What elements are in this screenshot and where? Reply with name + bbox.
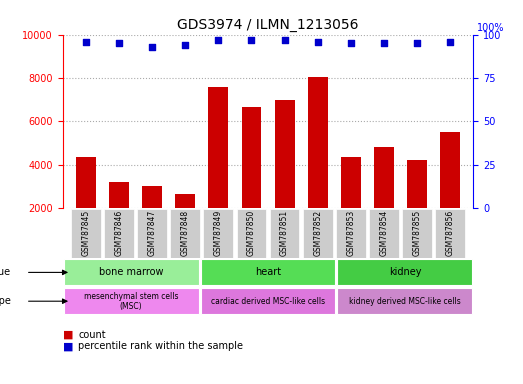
Text: mesenchymal stem cells
(MSC): mesenchymal stem cells (MSC) [84,291,178,311]
FancyBboxPatch shape [64,288,199,314]
Point [413,40,421,46]
Bar [76,157,96,208]
FancyBboxPatch shape [201,288,335,314]
Point [247,37,256,43]
Text: 100%: 100% [477,23,505,33]
FancyBboxPatch shape [64,260,199,285]
Text: kidney: kidney [389,267,421,277]
Text: GSM787853: GSM787853 [346,210,355,256]
FancyBboxPatch shape [435,209,465,258]
FancyBboxPatch shape [337,288,472,314]
Text: GSM787852: GSM787852 [313,210,322,256]
FancyBboxPatch shape [270,209,300,258]
FancyBboxPatch shape [236,209,266,258]
FancyBboxPatch shape [170,209,200,258]
Bar [109,182,129,208]
Bar [374,147,394,208]
Text: GSM787850: GSM787850 [247,210,256,256]
Bar [142,186,162,208]
Text: percentile rank within the sample: percentile rank within the sample [78,341,243,351]
Point [82,38,90,45]
Text: tissue: tissue [0,267,10,277]
Bar [242,107,262,208]
Point [115,40,123,46]
Text: cardiac derived MSC-like cells: cardiac derived MSC-like cells [211,297,325,306]
Title: GDS3974 / ILMN_1213056: GDS3974 / ILMN_1213056 [177,18,359,32]
Point [446,38,454,45]
FancyBboxPatch shape [369,209,399,258]
Text: heart: heart [255,267,281,277]
Point [280,37,289,43]
Text: GSM787849: GSM787849 [214,210,223,256]
Text: GSM787854: GSM787854 [379,210,389,256]
Bar [308,77,327,208]
FancyBboxPatch shape [303,209,333,258]
Text: GSM787846: GSM787846 [115,210,123,256]
Text: GSM787851: GSM787851 [280,210,289,256]
FancyBboxPatch shape [203,209,233,258]
Bar [209,87,229,208]
Text: GSM787847: GSM787847 [147,210,157,256]
Text: kidney derived MSC-like cells: kidney derived MSC-like cells [349,297,461,306]
Text: GSM787855: GSM787855 [413,210,422,256]
FancyBboxPatch shape [337,260,472,285]
Text: ■: ■ [63,330,73,340]
Bar [275,99,294,208]
Text: ■: ■ [63,341,73,351]
Bar [175,194,195,208]
Point [380,40,388,46]
Point [313,38,322,45]
FancyBboxPatch shape [137,209,167,258]
Point [181,42,189,48]
Text: bone marrow: bone marrow [99,267,163,277]
Bar [440,132,460,208]
Text: count: count [78,330,106,340]
Point [148,44,156,50]
Text: GSM787848: GSM787848 [181,210,190,256]
Point [214,37,223,43]
Bar [407,161,427,208]
Bar [341,157,361,208]
Text: cell type: cell type [0,296,10,306]
FancyBboxPatch shape [201,260,335,285]
FancyBboxPatch shape [71,209,101,258]
FancyBboxPatch shape [336,209,366,258]
Point [347,40,355,46]
Text: GSM787856: GSM787856 [446,210,454,256]
FancyBboxPatch shape [104,209,134,258]
FancyBboxPatch shape [402,209,432,258]
Text: GSM787845: GSM787845 [82,210,90,256]
